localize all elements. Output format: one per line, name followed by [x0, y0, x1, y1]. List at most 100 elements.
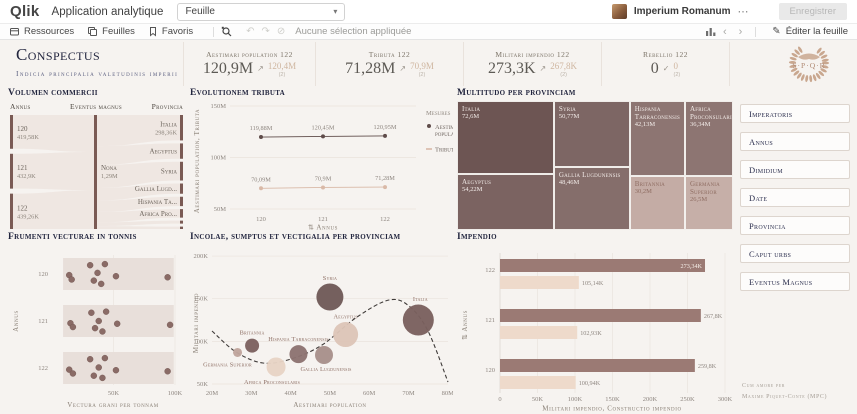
- svg-text:0: 0: [498, 396, 501, 403]
- treemap-chart[interactable]: Italia 72,6M Aegyptus 54,22M Syria 50,77M Gall…: [457, 101, 733, 230]
- svg-text:Annus: Annus: [12, 310, 20, 332]
- credit-line2: Maxime Piquet-Conte (MPC): [742, 394, 828, 401]
- chart-impendio[interactable]: Impendio 0 50K 100K 150K 200K 250K 300K 273,34K…: [457, 232, 733, 412]
- treemap-cell-germania-superior[interactable]: Germania Superior 26,5M: [684, 175, 733, 230]
- feuilles-button[interactable]: Feuilles: [87, 26, 135, 37]
- svg-text:30M: 30M: [245, 390, 258, 397]
- kpi-rebellio[interactable]: Rebellio 122 0 ✓ 0 (2): [601, 42, 730, 86]
- app-title: Application analytique: [51, 5, 164, 18]
- box-icon: [10, 28, 19, 36]
- kpi-row: Aestimari population 122 120,9M ↗ 120,4M…: [183, 42, 730, 86]
- filter-box-caput-urbs[interactable]: Caput urbs: [740, 244, 850, 263]
- treemap-cell-name: Gallia Lugdunensis: [558, 171, 621, 180]
- toolbar: Ressources Feuilles Favoris ↶ ↷ ⊘ Aucune…: [0, 24, 857, 40]
- svg-text:150K: 150K: [605, 396, 620, 403]
- page-title: Conspectus: [16, 45, 101, 64]
- treemap-cell-africa-proconsularis[interactable]: Africa Proconsularis 36,34M: [684, 101, 733, 176]
- svg-text:40M: 40M: [284, 390, 297, 397]
- avatar[interactable]: [611, 4, 627, 19]
- kpi-note: (2): [673, 72, 681, 78]
- svg-text:Hispania Tarraconensis: Hispania Tarraconensis: [268, 336, 328, 343]
- treemap-cell-aegyptus[interactable]: Aegyptus 54,22M: [457, 173, 554, 230]
- svg-text:122: 122: [17, 204, 28, 212]
- treemap-cell-britannia[interactable]: Britannia 30,2M: [629, 176, 685, 230]
- svg-text:150M: 150M: [210, 103, 226, 110]
- qlik-logo[interactable]: Qlik: [10, 3, 40, 20]
- svg-text:432,9K: 432,9K: [17, 173, 36, 180]
- treemap-cell-name: Hispania Tarraconensis: [634, 105, 680, 122]
- filter-box-imperatoris[interactable]: Imperatoris: [740, 104, 850, 123]
- svg-text:70,09M: 70,09M: [251, 176, 271, 183]
- kpi-aestimari-population[interactable]: Aestimari population 122 120,9M ↗ 120,4M…: [183, 42, 315, 86]
- strip-chart[interactable]: 120 121 122 50K 100K Vectura grani per tonnam…: [8, 245, 185, 412]
- filter-box-date[interactable]: Date: [740, 188, 850, 207]
- spqr-laurel-logo: S·P·Q·R: [788, 46, 830, 83]
- edit-sheet-button[interactable]: ✎ Éditer la feuille: [763, 26, 848, 37]
- step-back-icon[interactable]: ↶: [246, 26, 255, 37]
- sheet-selector[interactable]: Feuille ▾: [177, 2, 346, 21]
- svg-text:120,95M: 120,95M: [374, 124, 397, 131]
- next-sheet-button[interactable]: ›: [738, 25, 743, 38]
- trend-up-icon: ↗: [539, 64, 547, 73]
- svg-text:Militari impendio: Militari impendio: [192, 293, 200, 353]
- kpi-note: (2): [560, 72, 567, 78]
- svg-text:122: 122: [380, 216, 390, 223]
- svg-text:100M: 100M: [210, 155, 226, 162]
- smart-search-button[interactable]: [221, 26, 233, 38]
- insights-icon[interactable]: [705, 26, 717, 37]
- chart-evolutionem-tributa[interactable]: Evolutionem tributa 50M 100M 150M 119,88M 12…: [190, 88, 453, 230]
- user-name[interactable]: Imperium Romanum: [633, 6, 731, 17]
- step-forward-icon[interactable]: ↷: [261, 26, 270, 37]
- svg-text:Aegyptus: Aegyptus: [334, 314, 358, 321]
- svg-text:102,93K: 102,93K: [580, 330, 602, 337]
- chart-incolae-sumptus[interactable]: Incolae, sumptus et vectigalia per provi…: [190, 232, 453, 412]
- treemap-cell-value: 36,34M: [689, 121, 711, 129]
- treemap-cell-hispania-tarraconensis[interactable]: Hispania Tarraconensis 42,13M: [629, 101, 685, 177]
- svg-text:105,14K: 105,14K: [582, 280, 604, 287]
- svg-text:80M: 80M: [442, 390, 453, 397]
- clear-selections-icon[interactable]: ⊘: [276, 26, 286, 37]
- bar-chart[interactable]: 0 50K 100K 150K 200K 250K 300K 273,34K 105,14K 12…: [457, 245, 733, 412]
- treemap-cell-value: 48,46M: [558, 179, 580, 187]
- treemap-cell-value: 42,13M: [634, 121, 656, 129]
- svg-text:Italia: Italia: [160, 121, 177, 129]
- treemap-cell-gallia-lugdunensis[interactable]: Gallia Lugdunensis 48,46M: [553, 167, 630, 230]
- ressources-button[interactable]: Ressources: [9, 26, 74, 37]
- chart-frumenti-vecturae[interactable]: Frumenti vecturae in tonnis 120 121 122 50K…: [8, 232, 185, 412]
- svg-text:100K: 100K: [168, 390, 183, 397]
- kpi-label: Rebellio 122: [643, 50, 688, 59]
- svg-text:121: 121: [318, 216, 328, 223]
- filter-box-provincia[interactable]: Provincia: [740, 216, 850, 235]
- favoris-button[interactable]: Favoris: [148, 26, 193, 37]
- treemap-cell-name: Africa Proconsularis: [689, 105, 733, 122]
- prev-sheet-button[interactable]: ‹: [722, 25, 727, 38]
- svg-text:100,94K: 100,94K: [579, 380, 601, 387]
- svg-text:120: 120: [17, 125, 28, 133]
- kpi-compare: 0: [673, 61, 678, 71]
- line-chart[interactable]: 50M 100M 150M 119,88M 120,45M 120,95M 70,09M 70…: [190, 101, 453, 230]
- svg-text:298,36K: 298,36K: [155, 130, 177, 137]
- kpi-militari-impendio[interactable]: Militari impendio 122 273,3K ↗ 267,8K (2): [463, 42, 601, 86]
- selection-search-icon: [221, 26, 232, 36]
- save-button[interactable]: Enregistrer: [778, 3, 847, 20]
- svg-text:119,88M: 119,88M: [250, 125, 273, 132]
- user-menu-icon[interactable]: ⋯: [737, 6, 750, 18]
- treemap-cell-value: 50,77M: [558, 113, 580, 121]
- kpi-tributa[interactable]: Tributa 122 71,28M ↗ 70,9M (2): [315, 42, 463, 86]
- ressources-label: Ressources: [24, 26, 75, 37]
- treemap-cell-italia[interactable]: Italia 72,6M: [457, 101, 554, 174]
- filter-box-eventus-magnus[interactable]: Eventus Magnus: [740, 272, 850, 291]
- bubble-chart[interactable]: 50K 100K 150K 200K 20M 30M 40M 50M 60M 70M 80M Germ…: [190, 245, 453, 412]
- svg-text:70,9M: 70,9M: [315, 175, 332, 182]
- svg-text:20M: 20M: [206, 390, 219, 397]
- svg-text:population: population: [435, 131, 453, 138]
- chart-multitudo-per-provinciam[interactable]: Multitudo per provinciam Italia 72,6M Aegy…: [457, 88, 733, 230]
- page-subtitle: Indicia principalia valetudinis imperii: [16, 69, 179, 78]
- filter-box-annus[interactable]: Annus: [740, 132, 850, 151]
- treemap-cell-syria[interactable]: Syria 50,77M: [553, 101, 630, 168]
- chart-volumen-commercii[interactable]: Volumen commercii Annus Eventus magnus Pro…: [8, 88, 185, 230]
- svg-text:120: 120: [38, 271, 48, 278]
- svg-text:122: 122: [38, 365, 48, 372]
- filter-box-dimidium[interactable]: Dimidium: [740, 160, 850, 179]
